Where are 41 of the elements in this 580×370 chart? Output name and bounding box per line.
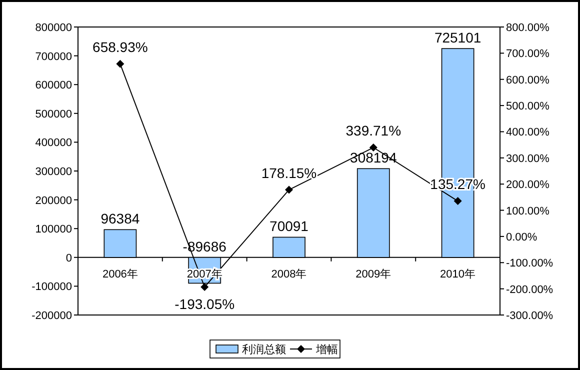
y2-tick-label: 400.00% (506, 126, 550, 139)
point (116, 60, 124, 68)
y2-tick-label: 300.00% (506, 152, 550, 165)
y-tick-label: 700000 (35, 50, 72, 63)
y2-tick-label: 500.00% (506, 100, 550, 113)
y2-tick-label: 700.00% (506, 48, 550, 60)
data-label: 658.93% (92, 38, 148, 55)
y2-tick-label: 200.00% (506, 179, 550, 192)
data-label: -193.05% (174, 296, 235, 312)
y-tick-label: 500000 (35, 108, 72, 120)
data-label: 70091 (270, 218, 309, 234)
point (285, 186, 293, 194)
point (454, 197, 462, 206)
y2-tick-label: -300.00% (506, 310, 554, 322)
y-tick-label: 600000 (35, 80, 72, 92)
legend-label: 利润总额 (242, 343, 286, 356)
x-tick-label: 2008年 (271, 268, 307, 280)
data-label: 178.15% (261, 164, 317, 181)
y-tick-label: 800000 (35, 22, 72, 34)
x-tick-label: 2009年 (356, 268, 392, 280)
y-tick-label: -100000 (32, 281, 72, 294)
point (200, 283, 209, 291)
point (369, 144, 378, 152)
y2-tick-label: -200.00% (506, 284, 554, 296)
y-tick-label: 400000 (35, 137, 72, 150)
y2-tick-label: 0.00% (506, 231, 538, 244)
y-tick-label: 100000 (35, 224, 72, 236)
data-label: 339.71% (346, 122, 402, 139)
y-tick-label: 200000 (35, 194, 72, 207)
y-tick-label: 300000 (35, 166, 72, 178)
data-label: 96384 (100, 210, 140, 227)
y2-tick-label: 600.00% (506, 74, 550, 86)
y2-tick-label: 100.00% (506, 205, 550, 218)
x-tick-label: 2010年 (440, 268, 476, 280)
legend-label: 增幅 (315, 344, 338, 356)
data-label: 725101 (434, 30, 482, 46)
y-tick-label: -200000 (32, 310, 72, 322)
y-tick-label: 0 (66, 252, 72, 264)
y2-tick-label: -100.00% (506, 258, 554, 270)
y2-tick-label: 800.00% (506, 22, 550, 34)
x-tick-label: 2006年 (102, 268, 138, 280)
